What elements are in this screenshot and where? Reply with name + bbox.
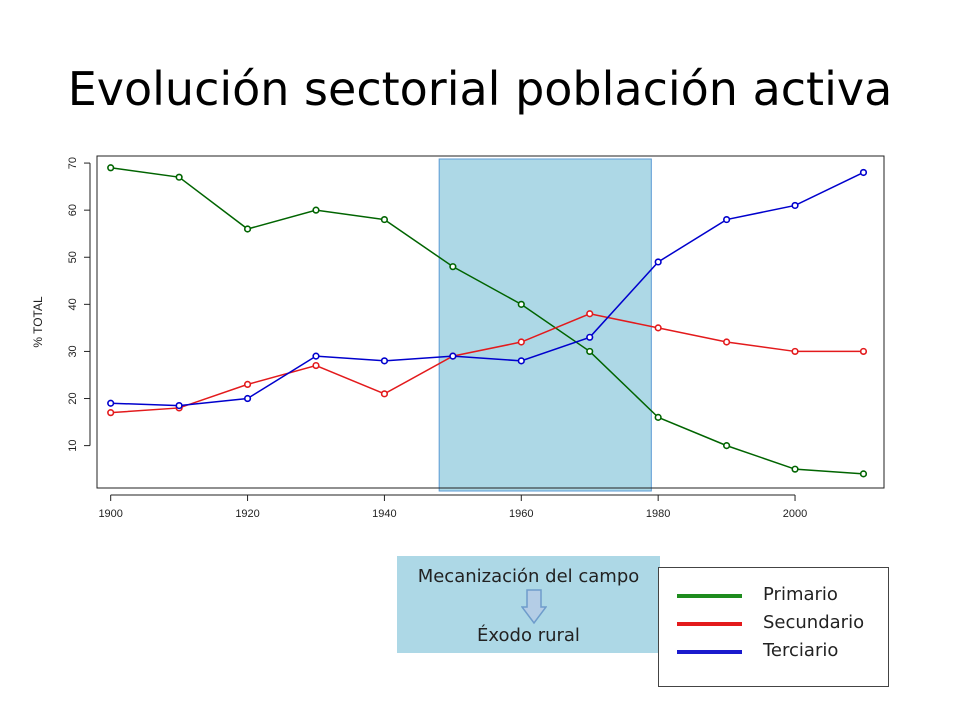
data-point: [312, 206, 320, 214]
data-point: [380, 215, 389, 224]
data-point: [722, 442, 731, 450]
data-point: [722, 338, 731, 346]
plot-frame: [96, 155, 885, 489]
data-point: [654, 324, 662, 332]
x-tick-label: 1940: [372, 508, 396, 520]
series-line: [110, 171, 864, 407]
annotation-line-2: Éxodo rural: [477, 625, 580, 646]
x-axis: 1900 1920 1940 1960 1980 2000: [98, 494, 807, 520]
data-point: [791, 347, 799, 356]
data-point: [859, 470, 868, 478]
data-point: [449, 352, 457, 360]
legend-item: Secundario: [659, 610, 888, 638]
data-point: [517, 357, 525, 365]
data-point: [175, 401, 183, 410]
y-axis-label: % TOTAL: [31, 296, 45, 348]
y-tick-label: 10: [67, 439, 79, 451]
data-point: [107, 399, 115, 407]
y-tick-label: 60: [67, 204, 79, 216]
data-point: [312, 352, 320, 360]
series-line: [110, 167, 864, 475]
data-point: [107, 409, 115, 417]
y-tick-label: 20: [67, 392, 79, 404]
data-point: [791, 465, 799, 473]
data-point: [312, 361, 320, 370]
data-point: [791, 201, 799, 210]
data-point: [586, 310, 594, 318]
data-point: [586, 333, 594, 341]
data-point: [722, 215, 731, 224]
data-point: [175, 173, 183, 181]
data-point: [654, 413, 662, 421]
y-tick-label: 40: [67, 298, 79, 310]
series-line: [110, 312, 864, 414]
x-tick-label: 1960: [509, 508, 533, 520]
data-point: [517, 300, 525, 308]
highlight-band: [438, 158, 652, 492]
legend-swatch: [677, 650, 742, 654]
legend-swatch: [677, 594, 742, 598]
data-point: [243, 225, 252, 233]
legend: Primario Secundario Terciario: [658, 567, 889, 687]
data-point: [859, 168, 868, 177]
y-tick-label: 50: [67, 251, 79, 263]
legend-item: Terciario: [659, 638, 888, 666]
x-tick-label: 2000: [783, 508, 807, 520]
annotation-box: Mecanización del campo Éxodo rural: [397, 556, 660, 653]
data-point: [654, 258, 662, 266]
data-point: [586, 347, 594, 356]
data-point: [380, 390, 389, 398]
y-tick-label: 70: [67, 157, 79, 169]
x-tick-label: 1980: [646, 508, 670, 520]
legend-label: Primario: [763, 584, 838, 605]
data-point: [243, 380, 252, 388]
data-point: [517, 338, 525, 346]
series-layer: [107, 164, 868, 478]
legend-swatch: [677, 622, 742, 626]
x-tick-label: 1900: [98, 508, 122, 520]
legend-item: Primario: [659, 582, 888, 610]
data-point: [380, 357, 389, 365]
legend-label: Secundario: [763, 612, 865, 633]
data-point: [107, 164, 115, 172]
x-tick-label: 1920: [235, 508, 259, 520]
data-point: [859, 347, 868, 356]
data-point: [449, 263, 457, 271]
y-tick-label: 30: [67, 345, 79, 357]
annotation-line-1: Mecanización del campo: [417, 566, 640, 587]
data-point: [243, 394, 252, 403]
page-title: Evolución sectorial población activa: [67, 62, 893, 116]
legend-label: Terciario: [763, 640, 839, 661]
down-arrow-icon: [521, 589, 547, 625]
y-axis: 10 20 30 40 50 60 70: [67, 157, 91, 452]
